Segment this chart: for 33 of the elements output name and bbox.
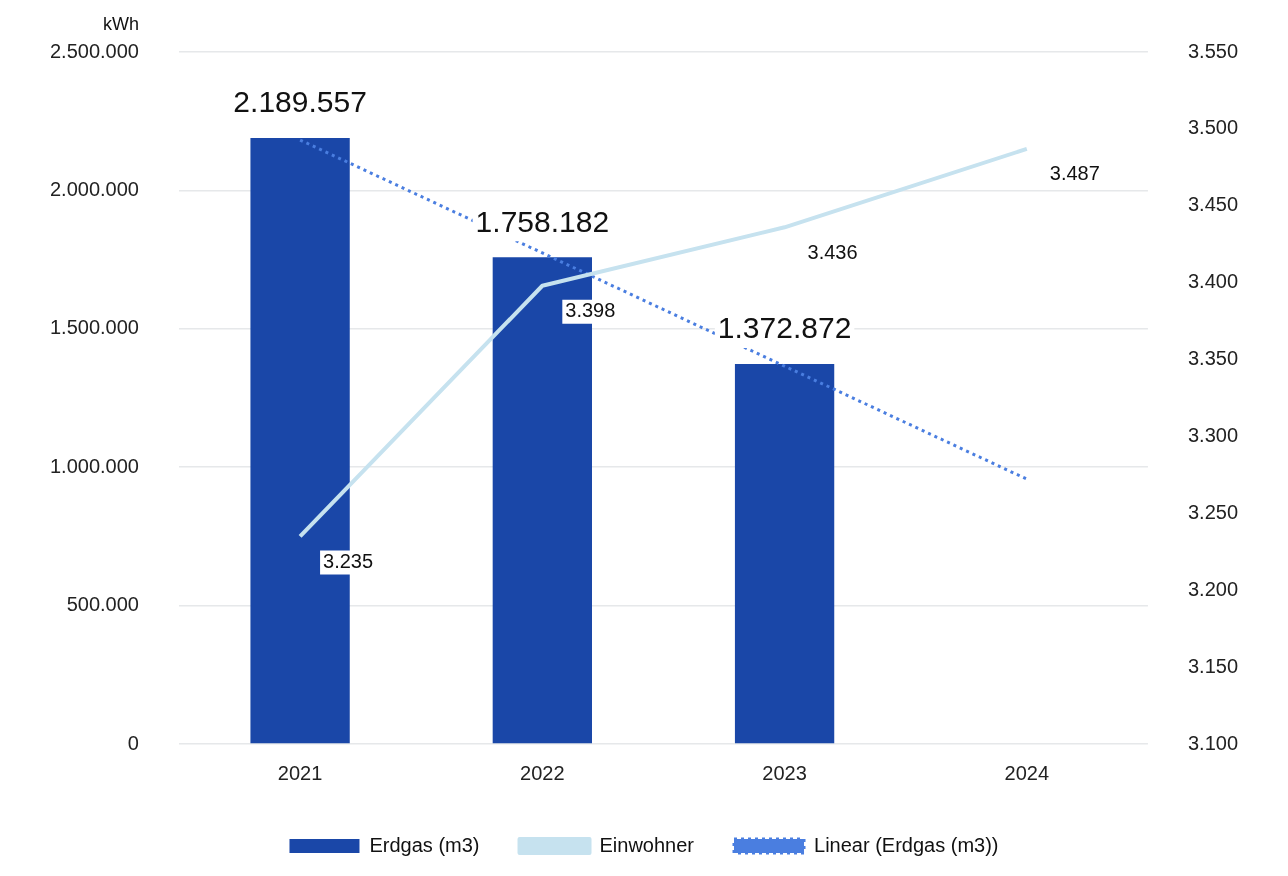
data-label: 3.398 [565,299,616,322]
data-label: 3.487 [1049,162,1100,185]
x-tick-label: 2023 [762,761,807,784]
y2-tick-label: 3.100 [1187,731,1239,754]
x-tick-label: 2021 [277,761,323,784]
data-label: 1.372.872 [717,311,852,345]
data-label: 3.436 [807,240,858,263]
data-label: 3.235 [323,549,374,572]
y2-tick-label: 3.400 [1187,270,1239,293]
y2-tick-label: 3.500 [1187,116,1239,139]
y-tick-label: 1.000.000 [49,454,139,477]
legend-label: Erdgas (m3) [369,833,480,856]
y-tick-label: 2.500.000 [49,39,139,62]
y2-tick-label: 3.350 [1187,347,1239,370]
data-label: 1.758.182 [475,204,610,238]
data-label: 2.189.557 [233,85,367,119]
x-tick-label: 2024 [1004,761,1050,784]
y-tick-label: 2.000.000 [49,177,139,200]
y2-tick-label: 3.250 [1187,500,1239,523]
y-tick-label: 1.500.000 [49,316,139,339]
legend-label: Einwohner [599,833,695,856]
legend-label: Linear (Erdgas (m3)) [814,833,999,856]
y2-tick-label: 3.300 [1187,423,1239,446]
y2-tick-label: 3.550 [1187,39,1239,62]
y2-tick-label: 3.200 [1187,577,1239,600]
y2-tick-label: 3.150 [1187,654,1239,677]
bar [734,363,835,744]
y-tick-label: 500.000 [66,593,139,616]
line-series [298,138,1029,481]
y-axis-title: kWh [102,13,139,34]
x-tick-label: 2022 [520,761,565,784]
y2-tick-label: 3.450 [1187,193,1239,216]
y-tick-label: 0 [127,731,139,754]
